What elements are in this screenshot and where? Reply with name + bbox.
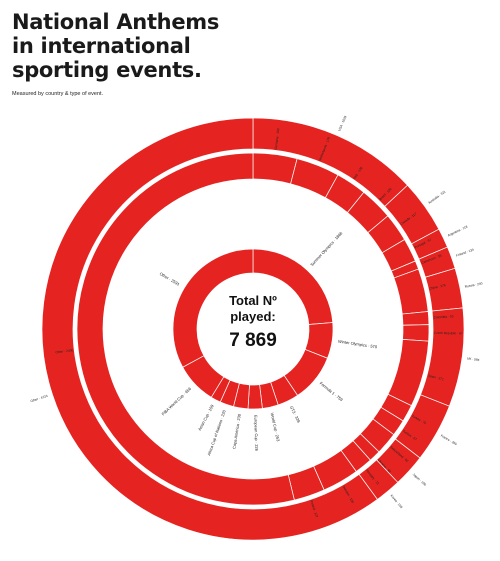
segment-label: Winter Olympics · 570 [338, 339, 378, 350]
segment-label: Germany · 180 [274, 128, 281, 150]
segment [76, 152, 295, 506]
chart-subtitle: Measured by country & type of event. [12, 91, 104, 97]
segment-label: Asian Cup · 159 [197, 403, 215, 431]
segment [402, 324, 430, 342]
segment-label: Other · 2400 [55, 348, 73, 354]
rings-group [41, 117, 465, 541]
segment-label: GT3 · 339 [289, 405, 302, 424]
segment-label: China · 176 [429, 283, 446, 291]
segment-label: Poland · 127 [309, 500, 319, 519]
segment-label: Australia · 321 [427, 189, 446, 204]
segment-label: Korea · 158 [390, 494, 404, 510]
segment-label: UK · 594 [467, 356, 480, 362]
segment-label: Finland · 134 [456, 248, 475, 258]
total-label-line-2: played: [230, 309, 276, 324]
total-label-line-1: Total Nº [229, 293, 277, 308]
segment-label: European Cup · 226 [253, 415, 259, 452]
segment-label: Argentina · 118 [447, 225, 468, 238]
title-line: sporting events. [12, 58, 202, 82]
segment [401, 311, 430, 326]
segment-label: Cameroon · 35 [421, 253, 442, 265]
segment-label: Italy · 126 [352, 166, 363, 180]
segment-label: Colombia · 53 [434, 314, 454, 319]
segment-label: Other · 4724 [30, 394, 48, 403]
segment [41, 117, 378, 541]
segment-label: FIBA World Cup · 656 [160, 386, 192, 417]
segment-label: Russia · 240 [464, 281, 483, 288]
segment-label: USA · 1029 [337, 115, 347, 132]
segment-label: Summer Olympics · 1866 [309, 230, 344, 267]
segment-label: Other · 2591 [159, 271, 182, 287]
segment-label: Copa América · 230 [231, 413, 242, 449]
segment-label: Formula 1 · 759 [319, 381, 345, 403]
segment-label: Turkey · 70 [411, 414, 427, 425]
title-line: National Anthems [12, 10, 220, 34]
segment-label: Portugal · 97 [414, 238, 432, 250]
total-value: 7 869 [229, 330, 277, 351]
segment [252, 152, 298, 185]
segment [172, 248, 254, 368]
segment-label: Spain · 271 [427, 373, 444, 381]
segment-label: Czech Republic · 67 [434, 331, 463, 336]
segment-label: Japan · 196 [412, 472, 427, 486]
chart-title: National Anthems in international sporti… [12, 10, 242, 82]
segment [393, 268, 429, 315]
segment [247, 384, 263, 410]
title-line: in international [12, 34, 191, 58]
segment-label: France · 355 [440, 434, 458, 447]
segment-label: World Cup · 253 [270, 412, 281, 442]
